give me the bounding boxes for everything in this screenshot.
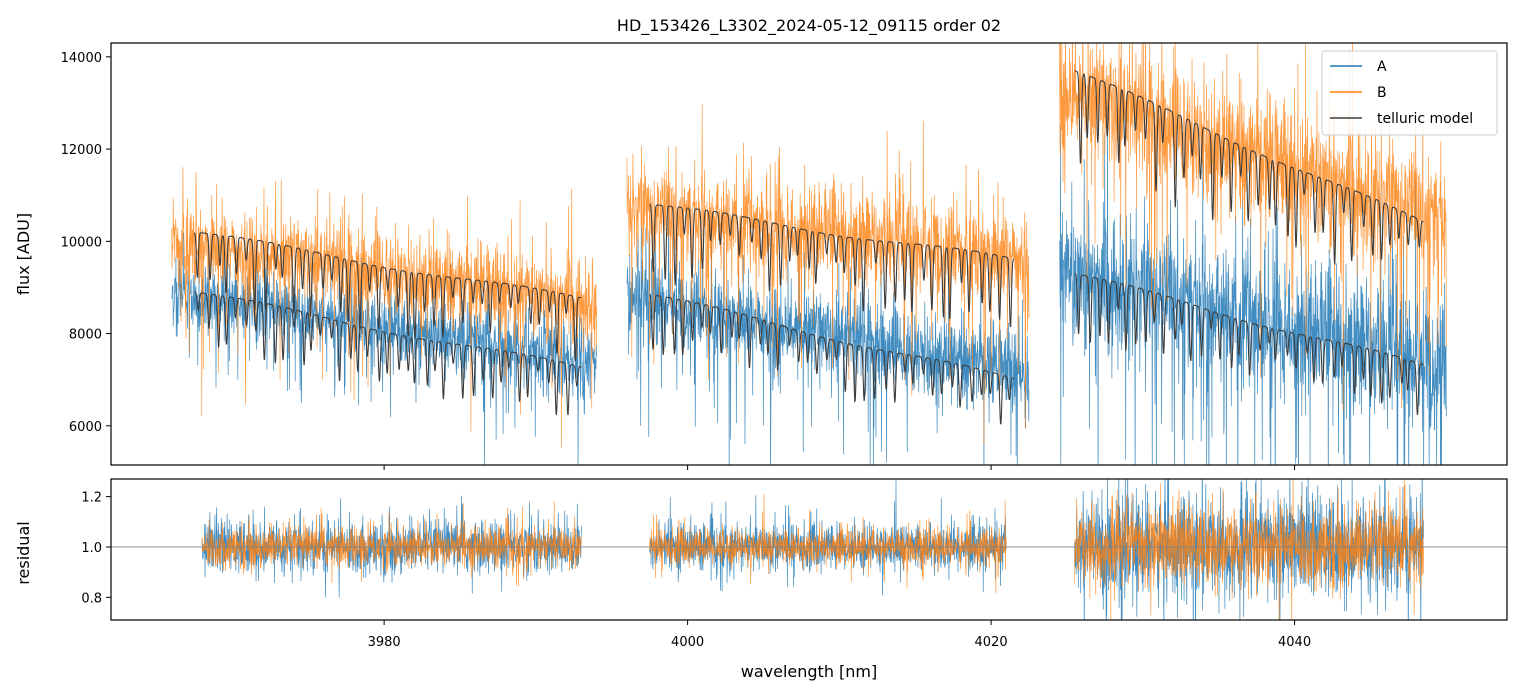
model-a-segment-2	[649, 294, 1015, 425]
top-y-tick-label: 12000	[61, 143, 102, 158]
series-a-segment-2	[626, 193, 1030, 465]
residual-b-segment-3	[1074, 479, 1424, 620]
bottom-y-axis: 0.8 1.0 1.2	[81, 491, 111, 606]
x-axis-label: wavelength [nm]	[741, 662, 878, 681]
top-plot-frame	[110, 42, 1508, 466]
series-b-segment-1	[171, 167, 597, 448]
bottom-series-group	[111, 479, 1507, 620]
legend-box	[1321, 50, 1498, 136]
model-a-segment-3	[1074, 273, 1424, 415]
series-b-segment-3	[1059, 43, 1447, 411]
legend-label-a: A	[1377, 59, 1387, 75]
residual-b-segment-2	[649, 494, 1007, 594]
x-tick-label: 3980	[368, 635, 401, 650]
chart-title: HD_153426_L3302_2024-05-12_09115 order 0…	[617, 16, 1001, 36]
legend: A B telluric model	[1321, 50, 1498, 136]
bottom-y-tick-label: 0.8	[81, 591, 102, 606]
x-tick-label: 4020	[975, 635, 1008, 650]
series-a-segment-3	[1059, 104, 1447, 465]
model-b-segment-1	[193, 232, 582, 362]
residual-a-segment-2	[649, 479, 1007, 596]
legend-label-b: B	[1377, 85, 1387, 101]
model-b-segment-2	[649, 204, 1015, 328]
top-y-tick-label: 6000	[69, 420, 102, 435]
x-tick-label: 4040	[1278, 635, 1311, 650]
bottom-x-axis: 3980 4000 4020 4040	[368, 620, 1311, 650]
bottom-y-axis-label: residual	[14, 521, 33, 584]
top-y-axis: 6000 8000 10000 12000 14000	[61, 51, 111, 435]
top-y-tick-label: 8000	[69, 328, 102, 343]
bottom-panel: 0.8 1.0 1.2 3980 4000 4020 4040 residual wave…	[14, 478, 1508, 681]
model-a-segment-1	[194, 291, 582, 416]
top-y-tick-label: 14000	[61, 51, 102, 66]
series-b-segment-2	[626, 104, 1030, 444]
top-y-tick-label: 10000	[61, 235, 102, 250]
top-series-group	[171, 43, 1447, 465]
bottom-y-tick-label: 1.2	[81, 491, 102, 506]
top-panel: 6000 8000 10000 12000 14000 flux [ADU] A B t…	[14, 42, 1508, 470]
bottom-y-tick-label: 1.0	[81, 541, 102, 556]
top-x-ticks	[383, 465, 1296, 470]
x-tick-label: 4000	[671, 635, 704, 650]
series-a-segment-1	[171, 232, 597, 465]
legend-label-model: telluric model	[1377, 111, 1473, 127]
model-b-segment-3	[1074, 70, 1424, 265]
bottom-plot-frame	[110, 478, 1508, 621]
top-y-axis-label: flux [ADU]	[14, 213, 33, 295]
